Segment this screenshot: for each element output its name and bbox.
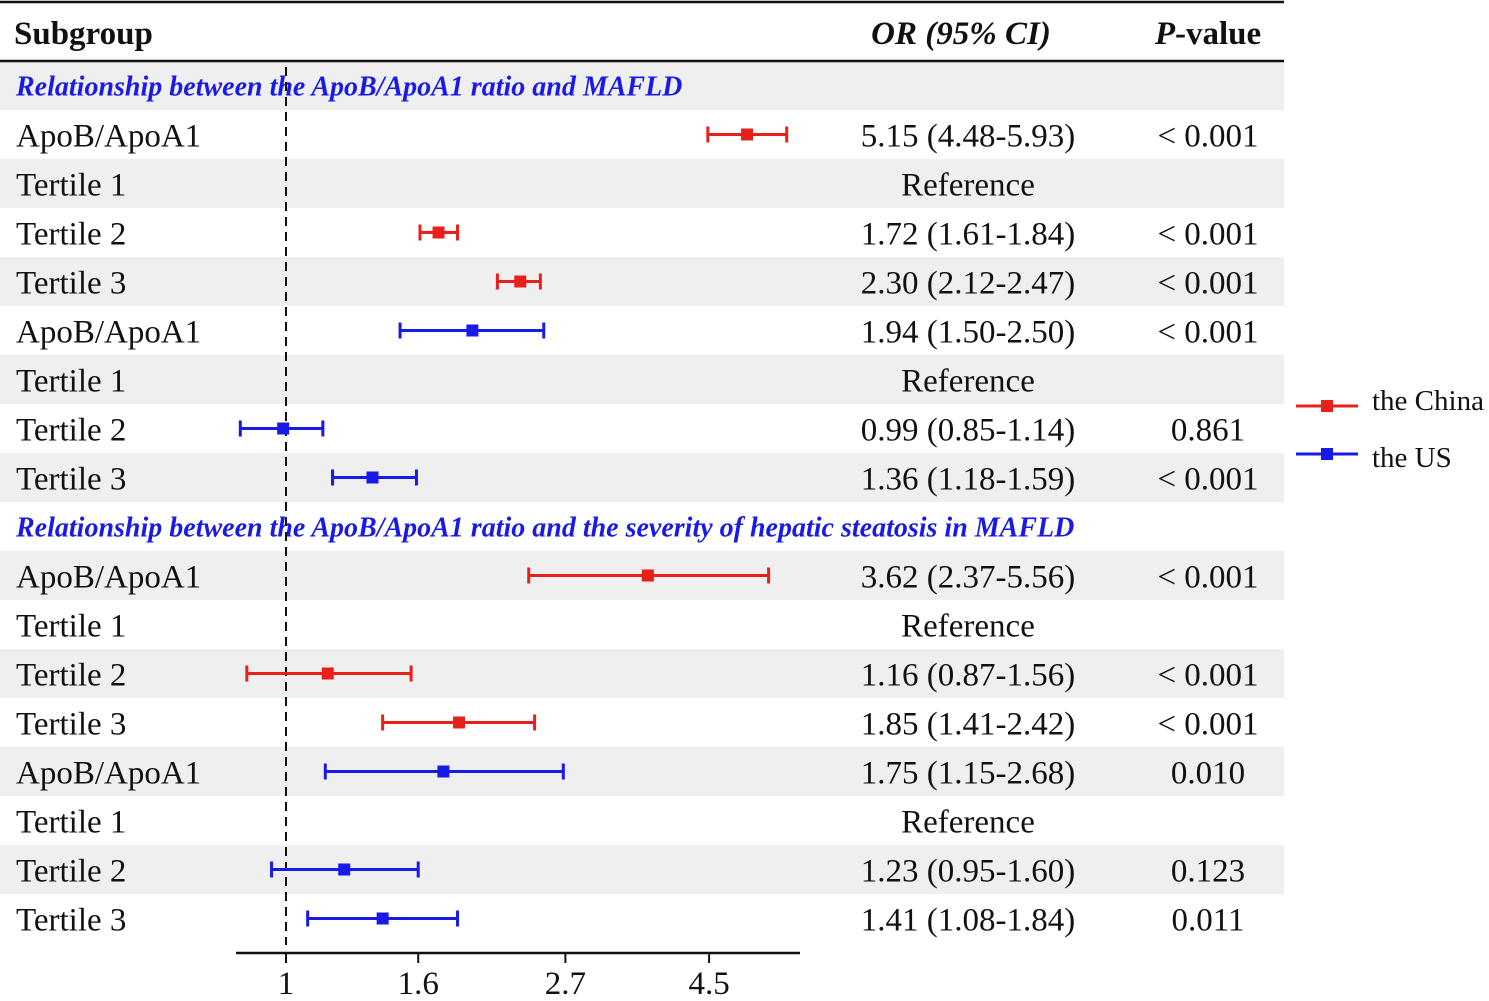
legend-marker-china	[1321, 400, 1333, 412]
ci-mark	[306, 910, 460, 927]
or-ci-value: 1.94 (1.50-2.50)	[861, 315, 1075, 351]
p-value: < 0.001	[1157, 560, 1258, 596]
ci-mark	[418, 224, 460, 241]
or-point	[466, 324, 479, 337]
or-ci-value: 1.23 (0.95-1.60)	[861, 854, 1075, 890]
section-title: Relationship between the ApoB/ApoA1 rati…	[15, 72, 682, 103]
or-point	[514, 275, 527, 288]
ci-mark	[245, 665, 413, 682]
or-ci-value: Reference	[901, 364, 1035, 400]
row-stripe	[0, 845, 1284, 894]
row-label: Tertile 1	[16, 609, 126, 645]
or-point	[432, 226, 445, 239]
or-ci-value: Reference	[901, 805, 1035, 841]
table-rows: Relationship between the ApoB/ApoA1 rati…	[15, 72, 1259, 939]
row-label: Tertile 2	[16, 413, 126, 449]
header-subgroup: Subgroup	[14, 16, 153, 52]
ci-mark	[331, 469, 418, 486]
or-ci-value: 1.41 (1.08-1.84)	[861, 903, 1075, 939]
p-value: 0.011	[1171, 903, 1244, 939]
or-ci-value: 0.99 (0.85-1.14)	[861, 413, 1075, 449]
or-ci-value: 2.30 (2.12-2.47)	[861, 266, 1075, 302]
row-label: Tertile 3	[16, 707, 126, 743]
row-label: ApoB/ApoA1	[16, 756, 201, 792]
or-ci-value: 1.75 (1.15-2.68)	[861, 756, 1075, 792]
ci-mark	[495, 273, 542, 290]
header-p-value: P-value	[1154, 16, 1261, 52]
or-point	[277, 422, 290, 435]
section-title: Relationship between the ApoB/ApoA1 rati…	[15, 513, 1074, 544]
row-label: Tertile 1	[16, 805, 126, 841]
or-point	[453, 716, 466, 729]
row-label: Tertile 3	[16, 903, 126, 939]
row-label: Tertile 2	[16, 217, 126, 253]
ci-mark	[706, 126, 789, 143]
row-label: Tertile 3	[16, 462, 126, 498]
or-ci-value: 3.62 (2.37-5.56)	[861, 560, 1075, 596]
row-stripe	[0, 747, 1284, 796]
legend-item-china: the China	[1296, 385, 1484, 417]
row-stripe	[0, 159, 1284, 208]
or-point	[321, 667, 334, 680]
x-tick-label: 1	[278, 966, 295, 1001]
or-point	[641, 569, 654, 582]
or-point	[741, 128, 754, 141]
or-point	[376, 912, 389, 925]
p-value: < 0.001	[1157, 462, 1258, 498]
legend-item-us: the US	[1296, 442, 1452, 474]
p-value: 0.010	[1171, 756, 1245, 792]
row-stripe	[0, 355, 1284, 404]
legend: the China the US	[1296, 385, 1484, 474]
row-label: Tertile 1	[16, 168, 126, 204]
or-point	[366, 471, 379, 484]
ci-mark	[270, 861, 420, 878]
x-tick-label: 4.5	[688, 966, 729, 1001]
p-value: < 0.001	[1157, 315, 1258, 351]
p-value: < 0.001	[1157, 707, 1258, 743]
row-stripe	[0, 61, 1284, 110]
row-stripe	[0, 257, 1284, 306]
or-point	[338, 863, 351, 876]
ci-mark	[527, 567, 771, 584]
estimate-marks	[238, 126, 789, 927]
or-ci-value: Reference	[901, 609, 1035, 645]
or-ci-value: 5.15 (4.48-5.93)	[861, 119, 1075, 155]
or-ci-value: 1.36 (1.18-1.59)	[861, 462, 1075, 498]
row-stripe	[0, 453, 1284, 502]
or-point	[437, 765, 450, 778]
p-value: < 0.001	[1157, 217, 1258, 253]
legend-label-us: the US	[1372, 442, 1452, 474]
x-axis: 1 1.6 2.7 4.5	[236, 951, 800, 1001]
row-label: ApoB/ApoA1	[16, 560, 201, 596]
row-label: Tertile 2	[16, 658, 126, 694]
p-value: < 0.001	[1157, 266, 1258, 302]
ci-mark	[238, 420, 325, 437]
row-label: ApoB/ApoA1	[16, 119, 201, 155]
x-tick-label: 2.7	[545, 966, 586, 1001]
ci-mark	[381, 714, 537, 731]
or-ci-value: 1.85 (1.41-2.42)	[861, 707, 1075, 743]
legend-label-china: the China	[1372, 385, 1484, 417]
or-ci-value: Reference	[901, 168, 1035, 204]
ci-mark	[323, 763, 565, 780]
row-stripe	[0, 649, 1284, 698]
p-value: < 0.001	[1157, 119, 1258, 155]
or-ci-value: 1.16 (0.87-1.56)	[861, 658, 1075, 694]
p-value: < 0.001	[1157, 658, 1258, 694]
or-ci-value: 1.72 (1.61-1.84)	[861, 217, 1075, 253]
p-value: 0.123	[1171, 854, 1245, 890]
row-label: Tertile 3	[16, 266, 126, 302]
row-stripes	[0, 61, 1284, 894]
legend-marker-us	[1321, 448, 1333, 460]
row-label: ApoB/ApoA1	[16, 315, 201, 351]
ci-mark	[398, 322, 546, 339]
p-value: 0.861	[1171, 413, 1245, 449]
row-label: Tertile 2	[16, 854, 126, 890]
x-tick-label: 1.6	[398, 966, 439, 1001]
row-label: Tertile 1	[16, 364, 126, 400]
header-or-ci: OR (95% CI)	[871, 16, 1051, 52]
